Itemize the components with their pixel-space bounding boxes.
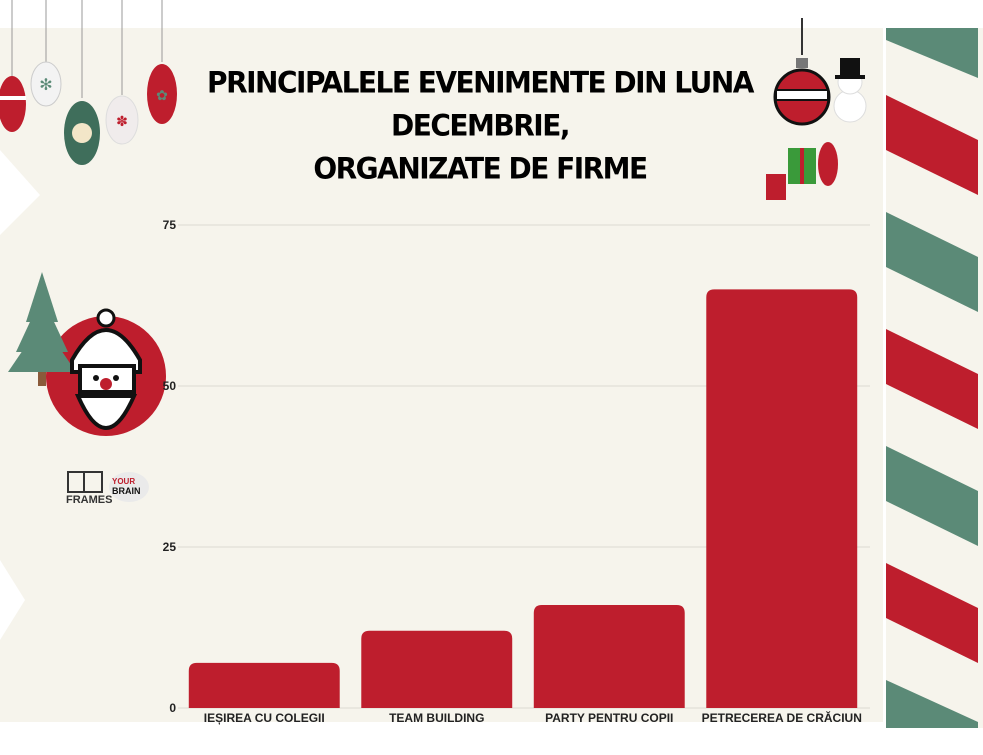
candy-stripes xyxy=(886,28,983,728)
bars xyxy=(188,289,858,708)
chart-title: PRINCIPALELE EVENIMENTE DIN LUNA DECEMBR… xyxy=(180,61,780,190)
frames-logo-icon: FRAMES xyxy=(66,471,112,506)
y-tick-label: 25 xyxy=(163,540,177,554)
title-line-2: DECEMBRIE, xyxy=(391,108,571,143)
svg-text:✻: ✻ xyxy=(39,75,52,94)
svg-text:YOUR: YOUR xyxy=(112,477,135,486)
bar xyxy=(706,289,858,708)
x-category-label: IEȘIREA CU COLEGII xyxy=(204,711,325,725)
ornaments-right-icon xyxy=(766,18,867,200)
bar xyxy=(188,662,340,708)
title-line-3: ORGANIZATE DE FIRME xyxy=(313,151,648,186)
svg-text:✽: ✽ xyxy=(116,114,128,130)
bar xyxy=(533,604,685,708)
y-tick-label: 50 xyxy=(163,379,177,393)
bar xyxy=(361,630,513,708)
y-tick-label: 75 xyxy=(163,218,177,232)
svg-text:BRAIN: BRAIN xyxy=(112,486,141,496)
title-line-1: PRINCIPALELE EVENIMENTE DIN LUNA xyxy=(207,65,754,100)
x-category-label: PETRECEREA DE CRĂCIUN xyxy=(702,710,862,725)
ornaments-left-icon: ✻ ✽ ✿ xyxy=(0,0,177,165)
santa-badge-icon xyxy=(8,272,166,436)
y-tick-label: 0 xyxy=(169,701,176,715)
svg-text:FRAMES: FRAMES xyxy=(66,494,112,506)
x-axis-labels: IEȘIREA CU COLEGII TEAM BUILDING PARTY PEN… xyxy=(204,710,862,725)
x-category-label: PARTY PENTRU COPII xyxy=(545,711,673,725)
brain-logo-icon: YOUR BRAIN xyxy=(109,472,149,502)
svg-text:✿: ✿ xyxy=(156,88,168,104)
x-category-label: TEAM BUILDING xyxy=(389,711,484,725)
y-axis-ticks: 0 25 50 75 xyxy=(163,218,177,715)
cream-panel xyxy=(0,28,883,722)
